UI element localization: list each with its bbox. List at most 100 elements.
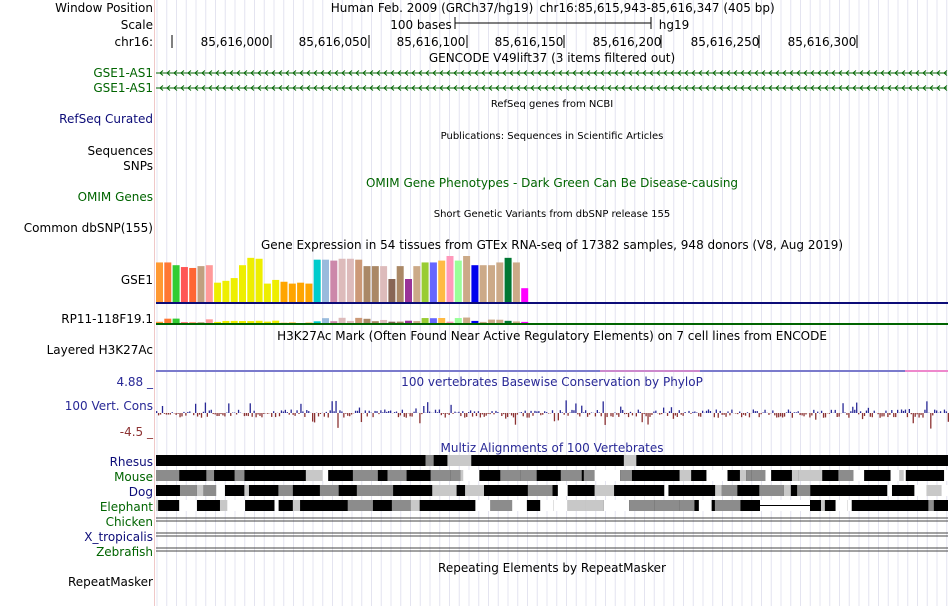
phylop-bar bbox=[604, 413, 606, 425]
phylop-bar bbox=[282, 411, 285, 413]
phylop-bar bbox=[760, 413, 762, 415]
phylop-bar bbox=[442, 413, 444, 414]
alignment-block bbox=[698, 500, 712, 511]
phylop-bar bbox=[317, 413, 320, 417]
publications-track-label[interactable]: Sequences bbox=[87, 144, 153, 158]
phylop-bar bbox=[366, 413, 368, 417]
species-label-rhesus[interactable]: Rhesus bbox=[109, 455, 153, 469]
phylop-bar bbox=[384, 409, 386, 413]
phylop-bar bbox=[688, 410, 690, 413]
position-label[interactable]: chr16:85,615,943-85,616,347 (405 bp) bbox=[539, 1, 775, 15]
phylop-bar bbox=[717, 413, 719, 418]
phylop-bar bbox=[625, 413, 628, 415]
phylop-bar bbox=[167, 413, 169, 415]
phylop-bar bbox=[255, 413, 257, 418]
phylop-bar bbox=[452, 413, 454, 414]
phylop-bar bbox=[469, 410, 472, 413]
repeatmasker-track-title[interactable]: Repeating Elements by RepeatMasker bbox=[438, 561, 666, 575]
phylop-bar bbox=[323, 413, 325, 417]
dbsnp-track-title[interactable]: Short Genetic Variants from dbSNP releas… bbox=[433, 209, 671, 220]
phylop-bar bbox=[936, 410, 938, 413]
phylop-bar bbox=[253, 410, 255, 413]
gtex-bar bbox=[413, 266, 421, 302]
species-label-mouse[interactable]: Mouse bbox=[114, 470, 153, 484]
phylop-bar bbox=[360, 413, 363, 423]
species-label-zebrafish[interactable]: Zebrafish bbox=[96, 545, 153, 559]
refseq-track-title[interactable]: RefSeq genes from NCBI bbox=[490, 99, 614, 110]
phylop-bar bbox=[157, 413, 160, 416]
phylop-bar bbox=[251, 413, 253, 417]
gtex-track-title[interactable]: Gene Expression in 54 tissues from GTEx … bbox=[260, 238, 844, 252]
phylop-bar bbox=[727, 411, 729, 413]
phylop-bar bbox=[364, 410, 366, 413]
phylop-bar bbox=[629, 411, 632, 413]
alignment-block bbox=[463, 470, 480, 481]
gtex-bar bbox=[463, 256, 471, 302]
alignment-block bbox=[465, 485, 484, 496]
phylop-bar bbox=[624, 413, 626, 415]
gtex-bar bbox=[346, 258, 354, 302]
snps-track-label[interactable]: SNPs bbox=[123, 159, 153, 173]
phylop-bar bbox=[877, 413, 879, 415]
phylop-bar bbox=[694, 411, 696, 413]
species-label-x-tropicalis[interactable]: X_tropicalis bbox=[84, 530, 153, 544]
phylop-bar bbox=[204, 402, 207, 413]
phylop-bar bbox=[674, 413, 676, 416]
gencode-track-title[interactable]: GENCODE V49lift37 (3 items filtered out) bbox=[428, 51, 676, 65]
phylop-bar bbox=[165, 413, 168, 415]
phylop-bar bbox=[854, 409, 856, 413]
gencode-item-label[interactable]: GSE1-AS1 bbox=[93, 81, 153, 95]
alignment-row bbox=[156, 470, 948, 481]
alignment-block bbox=[759, 485, 784, 496]
species-label-elephant[interactable]: Elephant bbox=[99, 500, 153, 514]
ruler-tick-label: 85,616,200 bbox=[592, 35, 662, 49]
species-label-chicken[interactable]: Chicken bbox=[105, 515, 153, 529]
phylop-bar bbox=[559, 410, 561, 413]
phylop-bar bbox=[778, 413, 780, 418]
repeatmasker-track-label[interactable]: RepeatMasker bbox=[67, 575, 153, 589]
gtex-bar-small bbox=[313, 321, 321, 324]
omim-track-label[interactable]: OMIM Genes bbox=[77, 190, 153, 204]
phylop-bar bbox=[202, 411, 205, 413]
phylop-bar bbox=[684, 412, 686, 413]
phylop-bar bbox=[423, 406, 425, 413]
species-label-dog[interactable]: Dog bbox=[128, 485, 153, 499]
publications-track-title[interactable]: Publications: Sequences in Scientific Ar… bbox=[440, 131, 664, 142]
alignment-block bbox=[216, 485, 225, 496]
alignment-block bbox=[356, 485, 379, 496]
conservation-track-label[interactable]: 100 Vert. Cons bbox=[64, 399, 153, 413]
h3k27ac-track-label[interactable]: Layered H3K27Ac bbox=[46, 343, 153, 357]
multiz-track-title[interactable]: Multiz Alignments of 100 Vertebrates bbox=[440, 441, 664, 455]
gencode-item-label[interactable]: GSE1-AS1 bbox=[93, 66, 153, 80]
phylop-bar bbox=[372, 413, 374, 418]
omim-track-title[interactable]: OMIM Gene Phenotypes - Dark Green Can Be… bbox=[365, 176, 739, 190]
gtex-gene-label[interactable]: GSE1 bbox=[120, 273, 153, 287]
gtex-bar bbox=[429, 262, 437, 302]
alignment-block bbox=[527, 485, 553, 496]
alignment-block bbox=[714, 500, 741, 511]
gtex-bar bbox=[214, 282, 222, 302]
conservation-track-title[interactable]: 100 vertebrates Basewise Conservation by… bbox=[401, 375, 703, 389]
phylop-bar bbox=[930, 413, 932, 429]
alignment-block bbox=[490, 500, 513, 511]
alignment-block bbox=[196, 485, 204, 496]
phylop-bar bbox=[744, 413, 747, 416]
h3k27ac-track-title[interactable]: H3K27Ac Mark (Often Found Near Active Re… bbox=[277, 329, 827, 343]
gtex-bar bbox=[297, 282, 305, 302]
gtex-bar-small bbox=[438, 318, 446, 324]
phylop-bar bbox=[588, 413, 591, 415]
gtex-bar bbox=[438, 260, 446, 302]
dbsnp-track-label[interactable]: Common dbSNP(155) bbox=[23, 221, 153, 235]
refseq-track-label[interactable]: RefSeq Curated bbox=[59, 112, 153, 126]
phylop-bar bbox=[811, 413, 813, 416]
gtex-gene-label[interactable]: RP11-118F19.1 bbox=[61, 312, 153, 326]
phylop-bar bbox=[725, 413, 727, 417]
phylop-bar bbox=[290, 409, 292, 413]
phylop-bar bbox=[267, 413, 269, 414]
alignment-block bbox=[425, 455, 434, 466]
phylop-bar bbox=[507, 413, 509, 418]
phylop-bar bbox=[210, 409, 212, 413]
gtex-bar-small bbox=[454, 318, 462, 324]
phylop-bar bbox=[668, 411, 671, 413]
